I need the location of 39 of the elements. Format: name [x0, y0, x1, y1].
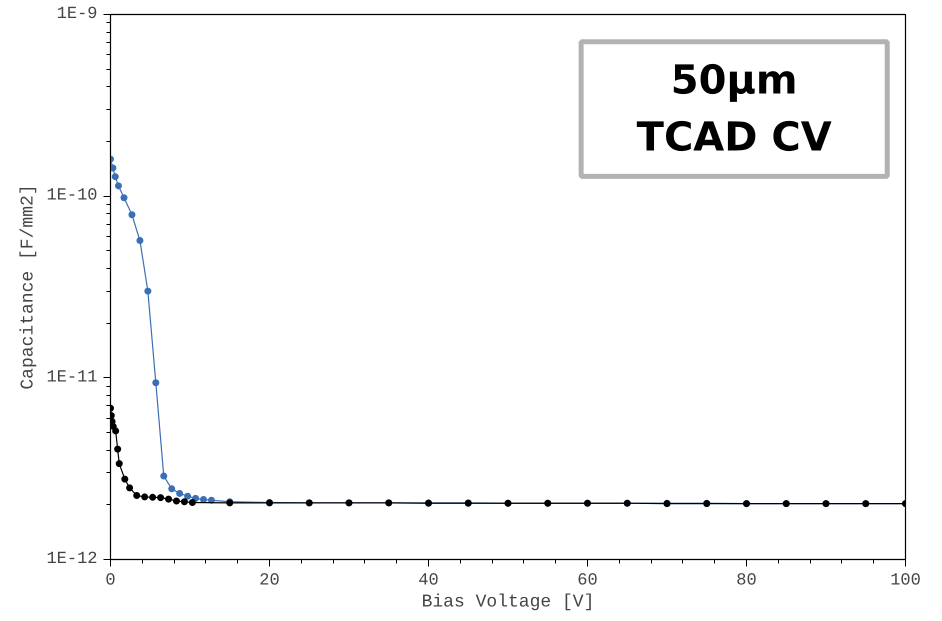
point: [160, 472, 168, 480]
point: [110, 164, 116, 172]
point: [116, 460, 123, 468]
x-tick-label: 0: [105, 572, 116, 590]
point: [149, 494, 156, 501]
point: [136, 237, 144, 244]
point: [157, 494, 164, 502]
point: [152, 379, 160, 386]
annotation: 50µm TCAD CV: [636, 57, 832, 161]
point: [188, 498, 196, 506]
x-tick-label: 80: [736, 572, 757, 590]
x-tick-label: 100: [890, 572, 921, 590]
y-axis-title: Capacitance [F/mm2]: [18, 184, 38, 390]
point: [121, 476, 128, 483]
point: [126, 484, 134, 492]
point: [168, 485, 176, 492]
point: [112, 427, 120, 434]
point: [184, 492, 192, 500]
point: [180, 498, 188, 506]
point: [133, 492, 140, 500]
point: [144, 288, 152, 295]
point: [200, 496, 208, 503]
y-tick-label: 1E-9: [56, 5, 98, 24]
point: [128, 211, 136, 218]
point: [176, 490, 184, 497]
x-axis-title: Bias Voltage [V]: [422, 592, 594, 612]
point: [114, 182, 122, 190]
y-tick-label: 1E-10: [46, 186, 98, 206]
x-tick-label: 60: [577, 572, 598, 590]
point: [114, 446, 122, 453]
x-tick-label: 20: [259, 572, 280, 590]
y-tick-label: 1E-11: [46, 368, 98, 388]
point: [172, 497, 180, 504]
y-tick-label: 1E-12: [46, 550, 98, 569]
point: [112, 173, 119, 180]
point: [120, 194, 128, 202]
x-tick-label: 40: [418, 572, 439, 590]
point: [165, 496, 172, 503]
point: [141, 493, 148, 500]
